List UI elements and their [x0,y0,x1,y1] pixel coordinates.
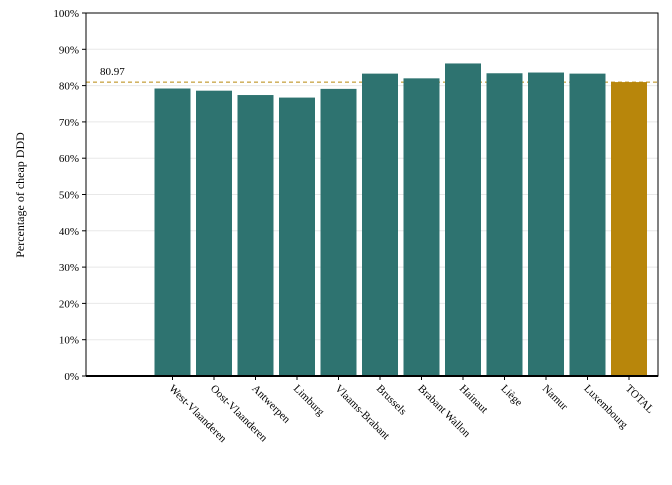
bar-brabant-wallon [403,78,440,376]
y-tick-label: 10% [59,335,79,347]
y-axis-title: Percentage of cheap DDD [13,132,27,258]
y-tick-label: 70% [59,117,79,129]
bar-antwerpen [237,95,274,377]
y-tick-label: 50% [59,190,79,202]
bar-layer [154,63,647,377]
bar-oost-vlaanderen [196,90,232,376]
x-tick-label: Antwerpen [249,383,292,426]
y-tick-label: 40% [59,226,79,238]
bar-vlaams-brabant [320,88,357,376]
bar-west-vlaanderen [154,88,191,376]
y-tick-label: 30% [59,262,79,274]
y-tick-label: 60% [59,153,79,165]
x-tick-label: TOTAL [623,383,656,416]
bar-total [611,82,647,376]
x-tick-label: Liège [498,383,524,409]
y-tick-label: 90% [59,44,79,56]
y-tick-label: 20% [59,298,79,310]
y-tick-label: 80% [59,81,79,93]
bar-namur [528,72,564,377]
x-tick-label: Brussels [374,383,409,418]
bar-brussels [362,73,398,376]
bar-hainaut [445,63,481,376]
axis-layer [82,12,659,380]
y-tick-label: 0% [64,371,79,383]
bar-li-ge [486,73,523,377]
bar-limburg [279,97,315,376]
x-tick-label: Limburg [291,383,327,419]
y-tick-label: 100% [53,8,79,20]
x-tick-label: Hainaut [457,383,490,416]
reference-line-label: 80.97 [100,66,125,78]
x-tick-label: Namur [540,383,570,413]
bar-luxembourg [569,73,606,376]
